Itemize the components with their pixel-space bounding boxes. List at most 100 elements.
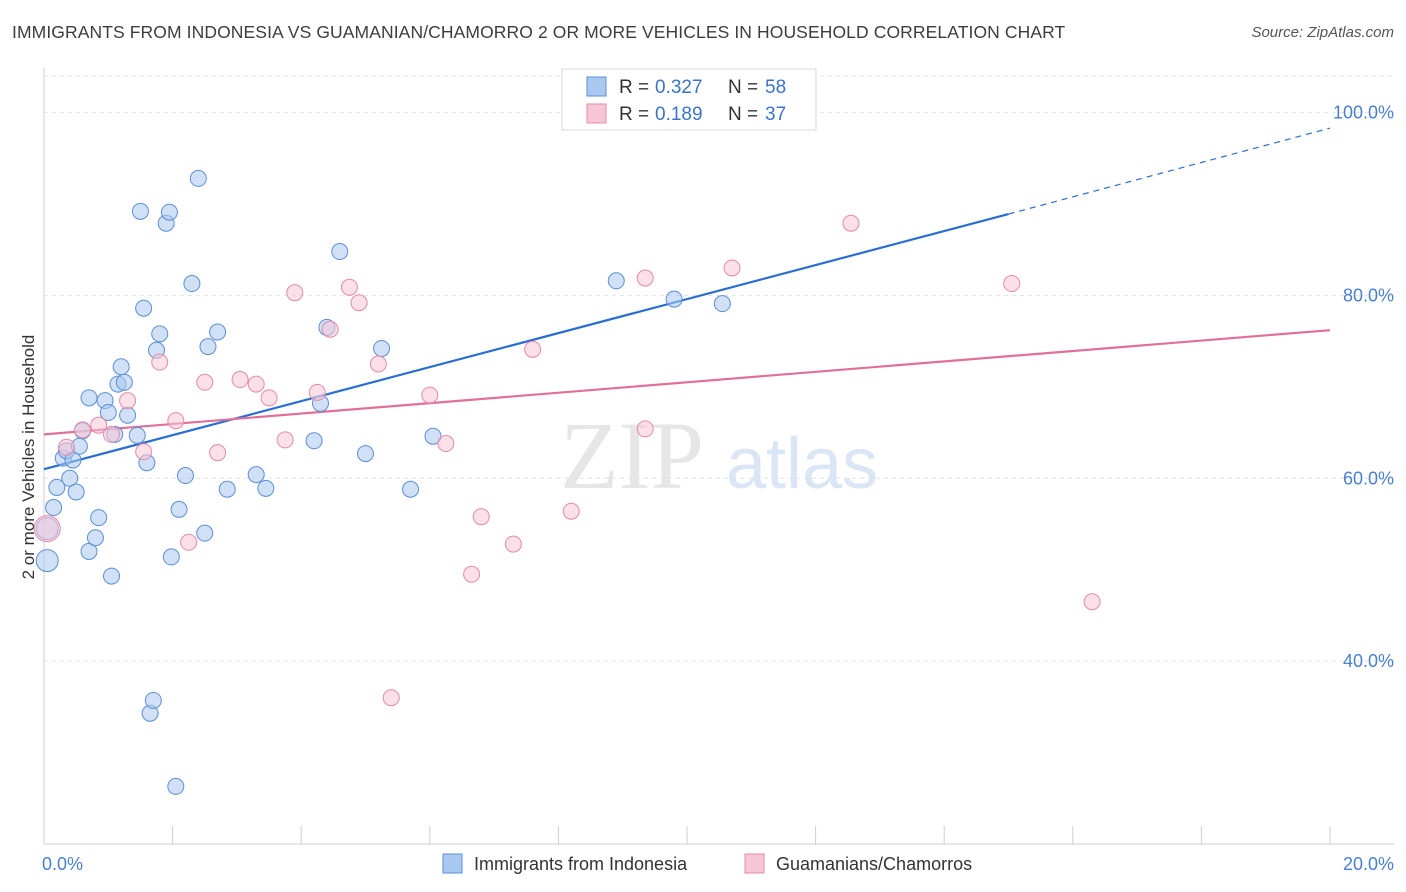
- point-guamanian: [472, 508, 490, 526]
- legend-n-label: N =: [728, 77, 758, 98]
- point-guamanian: [276, 431, 294, 449]
- grid-lines: [44, 75, 1394, 662]
- point-indonesia: [357, 445, 374, 463]
- point-guamanian: [231, 371, 249, 389]
- point-guamanian: [504, 535, 522, 553]
- bottom-legend-swatch: [442, 853, 463, 874]
- point-guamanian: [90, 416, 108, 434]
- y-tick-label: 80.0%: [1343, 285, 1394, 305]
- x-axis-ticks: 0.0% 20.0%: [42, 826, 1394, 874]
- point-guamanian: [33, 515, 61, 543]
- legend-n-label: N =: [728, 104, 758, 125]
- point-indonesia: [119, 406, 137, 424]
- point-indonesia: [144, 691, 162, 709]
- point-guamanian: [463, 565, 481, 583]
- point-guamanian: [1083, 593, 1101, 611]
- point-indonesia: [189, 169, 207, 187]
- legend-n-value: 58: [765, 77, 786, 98]
- point-indonesia: [80, 389, 98, 407]
- trend-line-indonesia: [43, 212, 1009, 471]
- point-guamanian: [723, 259, 741, 277]
- point-guamanian: [247, 375, 265, 393]
- point-guamanian: [1003, 275, 1021, 293]
- point-indonesia: [176, 467, 194, 485]
- point-indonesia: [402, 480, 420, 498]
- point-indonesia: [112, 358, 130, 376]
- point-indonesia: [331, 243, 349, 261]
- bottom-legend: Immigrants from Indonesia Guamanians/Cham…: [442, 853, 972, 874]
- point-indonesia: [162, 548, 180, 566]
- point-guamanian: [135, 443, 153, 461]
- y-tick-label: 40.0%: [1343, 651, 1394, 671]
- point-indonesia: [607, 272, 625, 290]
- axes: [43, 68, 1394, 845]
- legend: R = 0.327 N = 58 R = 0.189 N = 37: [561, 68, 817, 131]
- point-indonesia: [665, 290, 683, 308]
- x-tick-label: 0.0%: [42, 854, 83, 874]
- bottom-legend-label: Immigrants from Indonesia: [474, 854, 688, 874]
- point-guamanian: [382, 689, 400, 707]
- point-guamanian: [74, 421, 92, 439]
- data-points: [33, 169, 1101, 795]
- point-indonesia: [209, 323, 227, 341]
- point-guamanian: [421, 386, 439, 404]
- point-indonesia: [305, 432, 323, 450]
- point-indonesia: [196, 524, 214, 542]
- point-indonesia: [160, 203, 178, 221]
- point-indonesia: [48, 478, 66, 496]
- point-guamanian: [562, 502, 580, 520]
- point-indonesia: [424, 427, 442, 445]
- trend-lines: [43, 127, 1331, 471]
- x-tick-label: 20.0%: [1343, 854, 1394, 874]
- legend-r-value: 0.327: [655, 77, 703, 98]
- y-tick-label: 100.0%: [1333, 103, 1394, 123]
- legend-swatch: [586, 76, 607, 97]
- point-guamanian: [180, 533, 198, 551]
- y-axis-title: 2 or more Vehicles in Household: [19, 335, 38, 580]
- point-guamanian: [167, 412, 185, 430]
- bottom-legend-swatch: [744, 853, 765, 874]
- point-guamanian: [437, 435, 455, 453]
- point-guamanian: [321, 320, 339, 338]
- point-guamanian: [103, 425, 121, 443]
- watermark: ZIP atlas: [560, 402, 878, 509]
- legend-n-value: 37: [765, 104, 786, 125]
- point-indonesia: [45, 499, 63, 517]
- point-indonesia: [115, 373, 133, 391]
- point-indonesia: [167, 777, 185, 795]
- legend-r-label: R =: [619, 104, 649, 125]
- point-indonesia: [218, 480, 236, 498]
- point-indonesia: [86, 529, 104, 547]
- y-axis-tick-labels: 40.0% 60.0% 80.0% 100.0%: [1333, 103, 1394, 672]
- bottom-legend-label: Guamanians/Chamorros: [776, 854, 972, 874]
- point-indonesia: [183, 275, 201, 293]
- legend-r-value: 0.189: [655, 104, 703, 125]
- point-indonesia: [170, 500, 188, 518]
- point-guamanian: [636, 420, 654, 438]
- point-guamanian: [209, 444, 227, 462]
- y-tick-label: 60.0%: [1343, 468, 1394, 488]
- point-guamanian: [308, 383, 326, 401]
- point-indonesia: [61, 469, 79, 487]
- point-indonesia: [247, 466, 265, 484]
- point-indonesia: [199, 338, 217, 356]
- point-indonesia: [90, 509, 108, 527]
- point-guamanian: [350, 294, 368, 312]
- point-indonesia: [80, 542, 98, 560]
- point-indonesia: [35, 549, 59, 573]
- legend-r-label: R =: [619, 77, 649, 98]
- point-guamanian: [286, 284, 304, 302]
- point-guamanian: [369, 355, 387, 373]
- point-indonesia: [131, 202, 149, 220]
- trend-line-indonesia-extension: [1008, 127, 1331, 215]
- point-indonesia: [99, 403, 117, 421]
- legend-swatch: [586, 103, 607, 124]
- point-indonesia: [257, 479, 275, 497]
- point-guamanian: [636, 269, 654, 287]
- point-guamanian: [151, 353, 169, 371]
- point-indonesia: [151, 325, 169, 343]
- point-indonesia: [128, 426, 146, 444]
- point-indonesia: [373, 339, 391, 357]
- chart-title: IMMIGRANTS FROM INDONESIA VS GUAMANIAN/C…: [12, 22, 1066, 42]
